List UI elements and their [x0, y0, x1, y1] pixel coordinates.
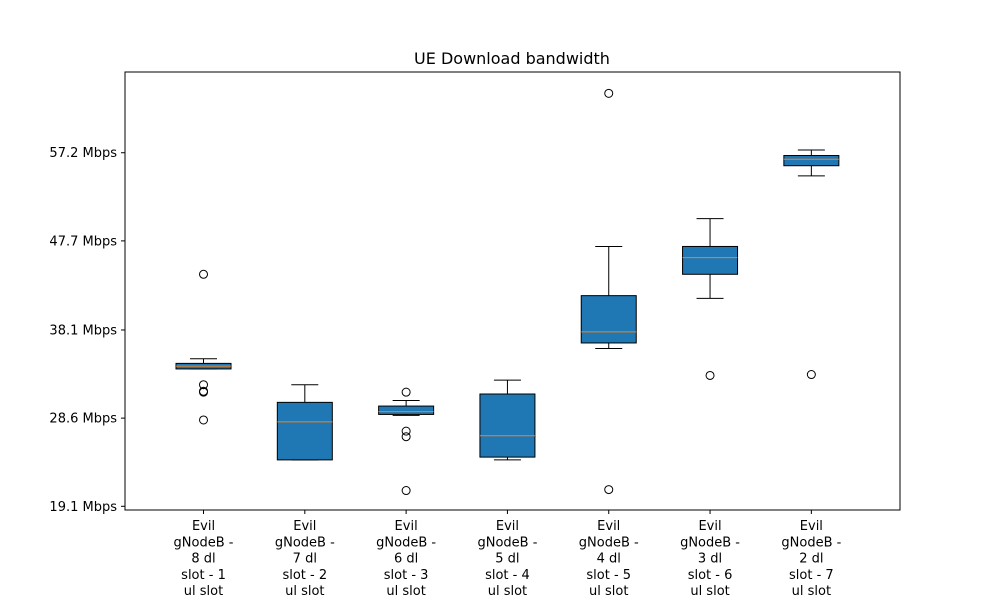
x-tick-label-line: gNodeB -	[174, 535, 234, 550]
outlier-point	[806, 370, 816, 380]
x-tick-label-line: Evil	[597, 519, 620, 534]
x-tick-label-line: slot - 1	[181, 568, 226, 583]
box-group-1	[175, 269, 232, 425]
x-tick-label-line: 4 dl	[597, 552, 621, 567]
box-group-2	[276, 384, 333, 461]
x-tick-label-line: ul slot	[386, 584, 425, 599]
x-tick-label-line: 8 dl	[191, 552, 215, 567]
x-tick-label-line: gNodeB -	[376, 535, 436, 550]
outlier-point	[199, 269, 209, 279]
x-tick-label-line: gNodeB -	[680, 535, 740, 550]
outlier-point	[199, 380, 209, 390]
plot-frame	[124, 71, 901, 511]
x-tick-label: Evil gNodeB - 7 dl slot - 2 ul slot	[275, 519, 335, 599]
x-tick-label-line: gNodeB -	[781, 535, 841, 550]
x-tick-label-line: slot - 4	[485, 568, 530, 583]
y-tick-label: 57.2 Mbps	[49, 146, 117, 161]
box-group-4	[479, 379, 536, 461]
x-tick-label-line: ul slot	[792, 584, 831, 599]
outlier-point	[199, 387, 209, 397]
x-tick-label-line: Evil	[800, 519, 823, 534]
x-tick-label-line: Evil	[192, 519, 215, 534]
x-tick-label: Evil gNodeB - 6 dl slot - 3 ul slot	[376, 519, 436, 599]
x-tick-label: Evil gNodeB - 4 dl slot - 5 ul slot	[579, 519, 639, 599]
outlier-point	[604, 88, 614, 98]
box-group-7	[783, 149, 840, 380]
x-tick-label-line: Evil	[395, 519, 418, 534]
box-group-6	[682, 218, 739, 380]
y-tick-label: 47.7 Mbps	[49, 234, 117, 249]
x-tick-label-line: Evil	[496, 519, 519, 534]
box-group-3	[378, 387, 435, 496]
x-tick-label-line: Evil	[293, 519, 316, 534]
y-tick-label: 28.6 Mbps	[49, 412, 117, 427]
x-tick-label-line: ul slot	[589, 584, 628, 599]
x-tick-label-line: ul slot	[488, 584, 527, 599]
outlier-point	[199, 415, 209, 425]
iqr-box	[580, 295, 637, 344]
x-tick-label-line: slot - 5	[586, 568, 631, 583]
x-tick-label-line: slot - 3	[384, 568, 429, 583]
x-tick-label-line: slot - 6	[688, 568, 733, 583]
x-tick-label: Evil gNodeB - 8 dl slot - 1 ul slot	[174, 519, 234, 599]
axes: 19.1 Mbps 28.6 Mbps 38.1 Mbps 47.7 Mbps 57.2…	[49, 71, 901, 599]
iqr-box	[682, 245, 739, 275]
y-tick-label: 38.1 Mbps	[49, 323, 117, 338]
x-tick-label-line: 2 dl	[799, 552, 823, 567]
x-tick-label-line: ul slot	[285, 584, 324, 599]
x-tick-label-line: 7 dl	[293, 552, 317, 567]
iqr-box	[378, 405, 435, 415]
x-tick-label-line: 6 dl	[394, 552, 418, 567]
x-tick-label-line: gNodeB -	[477, 535, 537, 550]
box-group-5	[580, 88, 637, 495]
outlier-point	[401, 426, 411, 436]
x-tick-label-line: ul slot	[690, 584, 729, 599]
x-tick-label-line: 5 dl	[495, 552, 519, 567]
plot-area	[175, 88, 840, 496]
outlier-point	[401, 387, 411, 397]
outlier-point	[401, 432, 411, 442]
x-tick-label-line: Evil	[698, 519, 721, 534]
x-tick-label: Evil gNodeB - 3 dl slot - 6 ul slot	[680, 519, 740, 599]
chart-title: UE Download bandwidth	[414, 49, 610, 68]
x-tick-label: Evil gNodeB - 2 dl slot - 7 ul slot	[781, 519, 841, 599]
x-tick-label-line: 3 dl	[698, 552, 722, 567]
iqr-box	[479, 393, 536, 458]
x-tick-label-line: slot - 7	[789, 568, 834, 583]
x-tick-label-line: ul slot	[184, 584, 223, 599]
outlier-point	[401, 486, 411, 496]
iqr-box	[783, 155, 840, 167]
outlier-point	[604, 485, 614, 495]
x-tick-label-line: gNodeB -	[275, 535, 335, 550]
x-tick-label: Evil gNodeB - 5 dl slot - 4 ul slot	[477, 519, 537, 599]
iqr-box	[276, 401, 333, 461]
y-tick-label: 19.1 Mbps	[49, 500, 117, 515]
x-tick-label-line: slot - 2	[282, 568, 327, 583]
x-tick-label-line: gNodeB -	[579, 535, 639, 550]
outlier-point	[705, 370, 715, 380]
